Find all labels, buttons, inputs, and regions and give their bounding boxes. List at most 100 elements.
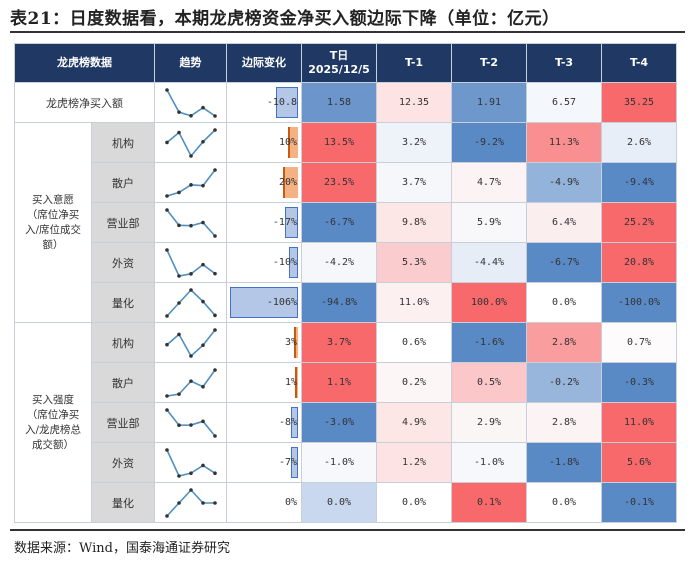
row-sub-label: 外资 [91, 442, 155, 483]
value-cell-t0: 23.5% [301, 162, 377, 203]
sparkline-point [188, 271, 193, 276]
row-sub-label: 机构 [91, 122, 155, 163]
table-title: 表21：日度数据看，本期龙虎榜资金净买入额边际下降（单位：亿元） [10, 9, 560, 29]
trend-sparkline [154, 122, 227, 163]
trend-sparkline [154, 162, 227, 203]
change-cell: -10% [226, 242, 302, 283]
table-row: 买入意愿 （席位净买 入/席位成交 额） 机构 10% 13.5% 3.2% -9.2% 11.3… [14, 122, 677, 323]
value-cell-t2: -1.6% [451, 322, 527, 363]
sparkline-point [212, 167, 217, 172]
footer-rule [10, 529, 685, 531]
sparkline-point [212, 367, 217, 372]
sparkline-point [200, 384, 205, 389]
sparkline-point [200, 463, 205, 467]
change-value: 3% [284, 337, 297, 348]
header-trend: 趋势 [154, 43, 227, 83]
header-change: 边际变化 [226, 43, 302, 83]
sparkline-point [176, 422, 181, 427]
sparkline-chart [164, 127, 217, 158]
change-cell: 20% [226, 162, 302, 203]
change-bar [282, 167, 298, 198]
change-cell: 0% [226, 482, 302, 523]
sparkline-line [165, 209, 216, 237]
value-cell-t1: 1.2% [376, 442, 452, 483]
value-cell-t2: -4.4% [451, 242, 527, 283]
change-bar [289, 247, 298, 278]
sparkline-point [164, 513, 169, 518]
sparkline-point [164, 87, 169, 92]
sparkline-point [164, 342, 169, 347]
change-cell: -106% [226, 282, 302, 323]
sparkline-point [164, 247, 169, 252]
value-cell-t2: 0.5% [451, 362, 527, 403]
sparkline-point [176, 391, 181, 396]
sparkline-point [212, 500, 217, 505]
table-row: 量化 0% 0.0% 0.0% 0.1% 0.0% -0.1% [15, 482, 677, 523]
group-label-line: （席位净买 [26, 208, 80, 221]
sparkline-line [166, 369, 216, 397]
change-value: 10% [278, 137, 297, 148]
value-cell-t0: -3.0% [301, 402, 377, 443]
change-value: -8% [278, 417, 297, 428]
table-row: 营业部 -17% -6.7% 9.8% 5.9% 6.4% 25.2% [15, 202, 677, 243]
sparkline-point [176, 130, 181, 134]
sparkline-point [176, 273, 181, 278]
change-bar [290, 407, 298, 438]
value-cell-t2: 1.91 [451, 82, 527, 123]
sparkline-point [176, 332, 181, 336]
change-cell: -10.8 [226, 82, 302, 123]
sparkline-chart [164, 87, 217, 118]
sparkline-point [164, 207, 169, 212]
sparkline-point [164, 407, 169, 412]
change-cell: -7% [226, 442, 302, 483]
row-sub-label: 量化 [91, 282, 155, 323]
value-cell-t0: 13.5% [301, 122, 377, 163]
change-bar [230, 287, 298, 318]
value-cell-t2: -1.0% [451, 442, 527, 483]
group-label-line: 买入强度 [32, 393, 74, 406]
sparkline-point [212, 327, 217, 332]
value-cell-t4: 35.25 [601, 82, 677, 123]
header-t3: T-3 [526, 43, 602, 83]
group-label-line: （席位净买 [26, 408, 80, 421]
value-cell-t1: 0.0% [376, 482, 452, 523]
change-bar [284, 207, 298, 238]
trend-sparkline [154, 322, 227, 363]
change-value: -17% [272, 217, 297, 228]
sparkline-chart [164, 487, 217, 518]
sparkline-point [200, 220, 205, 224]
sparkline-chart [164, 327, 217, 358]
value-cell-t4: 0.7% [601, 322, 677, 363]
value-cell-t1: 4.9% [376, 402, 452, 443]
sparkline-point [212, 313, 217, 317]
sparkline-point [212, 233, 217, 238]
table-row: 散户 1% 1.1% 0.2% 0.5% -0.2% -0.3% [15, 362, 677, 403]
change-value: -10.8 [266, 97, 297, 108]
row-sub-label: 量化 [91, 482, 155, 523]
table-row: 营业部 -8% -3.0% 4.9% 2.9% 2.8% 11.0% [15, 402, 677, 443]
value-cell-t3: 2.8% [526, 402, 602, 443]
sparkline-chart [164, 167, 217, 198]
sparkline-point [200, 299, 205, 303]
sparkline-line [166, 169, 216, 197]
group-label-line: 成交额） [32, 438, 74, 451]
group-label-line: 买入意愿 [32, 193, 74, 206]
trend-sparkline [154, 362, 227, 403]
value-cell-t1: 3.2% [376, 122, 452, 163]
group-label-line: 入/龙虎榜总 [24, 423, 82, 436]
header-t4: T-4 [601, 43, 677, 83]
sparkline-point [188, 422, 193, 427]
sparkline-line [165, 488, 215, 517]
header-t0-label: T日 [329, 49, 349, 62]
sparkline-chart [164, 407, 217, 438]
value-cell-t3: -0.2% [526, 362, 602, 403]
value-cell-t2: 0.1% [451, 482, 527, 523]
value-cell-t4: 5.6% [601, 442, 677, 483]
sparkline-point [164, 447, 169, 452]
row-label: 龙虎榜净买入额 [14, 82, 155, 123]
group-label-strength: 买入强度 （席位净买入/龙虎榜总 成交额） [14, 322, 92, 523]
sparkline-point [212, 127, 217, 132]
sparkline-point [212, 470, 217, 475]
row-sub-label: 营业部 [91, 202, 155, 243]
sparkline-line [165, 89, 215, 117]
